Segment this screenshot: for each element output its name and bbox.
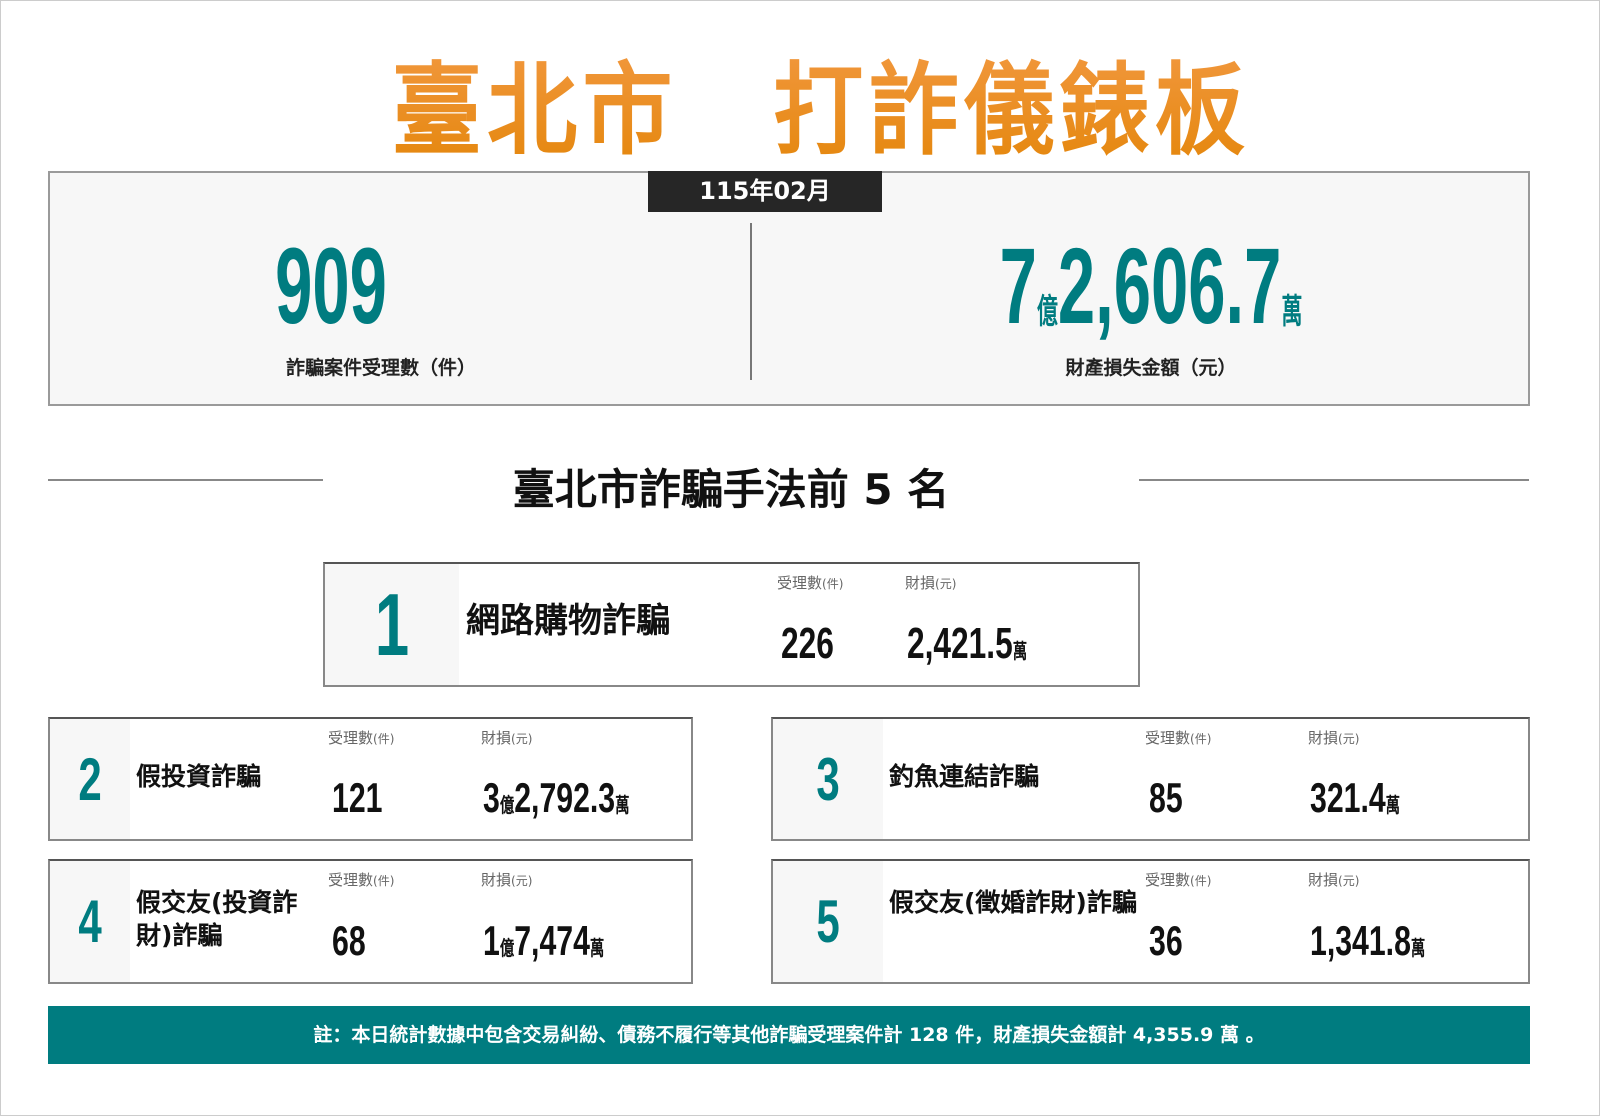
cases-header: 受理數(件) [328, 727, 394, 748]
loss-yi-unit: 億 [499, 795, 515, 817]
loss-yi: 3 [483, 774, 500, 821]
rank-cell: 2 [50, 719, 130, 839]
fraud-type-name: 假交友(徵婚詐財)詐騙 [889, 888, 1137, 917]
loss-wan-unit: 萬 [1281, 293, 1303, 331]
loss-yi-unit: 億 [1036, 293, 1058, 331]
cases-value: 36 [1149, 917, 1183, 964]
loss-header-text: 財損 [1308, 729, 1339, 747]
loss-header-text: 財損 [481, 871, 512, 889]
cases-value: 85 [1149, 774, 1183, 821]
divider [750, 223, 752, 380]
fraud-type-name: 釣魚連結詐騙 [889, 762, 1040, 791]
cases-header: 受理數(件) [1145, 869, 1211, 890]
total-loss-value: 7億2,606.7萬 [934, 223, 1368, 348]
page-title: 臺北市 打詐儀錶板 [83, 29, 1559, 174]
rank-cell: 5 [773, 861, 883, 982]
total-loss-label: 財產損失金額（元） [1065, 357, 1237, 379]
cases-header: 受理數(件) [328, 869, 394, 890]
period-badge: 115年02月 [648, 171, 882, 212]
cases-header-unit: (件) [373, 874, 395, 888]
loss-wan-unit: 萬 [615, 795, 630, 817]
rank-cell: 1 [325, 564, 459, 685]
loss-value: 321.4萬 [1310, 774, 1400, 822]
loss-wan: 1,341.8 [1310, 917, 1411, 964]
cases-value: 226 [781, 619, 834, 668]
loss-header-text: 財損 [1308, 871, 1339, 889]
loss-header: 財損(元) [481, 869, 532, 890]
loss-value: 3億2,792.3萬 [483, 774, 630, 822]
loss-wan: 7,474 [514, 917, 590, 964]
total-cases-value: 909 [275, 225, 387, 346]
loss-value: 2,421.5萬 [907, 619, 1027, 669]
loss-header-unit: (元) [511, 874, 533, 888]
rank-cell: 3 [773, 719, 883, 839]
section-title: 臺北市詐騙手法前 5 名 [512, 465, 950, 514]
fraud-type-name: 假交友(投資詐財)詐騙 [136, 888, 298, 950]
loss-header-text: 財損 [481, 729, 512, 747]
cases-header-text: 受理數 [328, 729, 374, 747]
loss-header: 財損(元) [905, 572, 956, 593]
loss-wan: 2,421.5 [907, 619, 1013, 668]
fraud-type-name: 假投資詐騙 [136, 762, 262, 791]
cases-header: 受理數(件) [777, 572, 843, 593]
loss-header-unit: (元) [1338, 874, 1360, 888]
rank-number: 3 [816, 745, 840, 813]
cases-header-unit: (件) [373, 732, 395, 746]
loss-wan: 2,792.3 [514, 774, 616, 821]
loss-header-unit: (元) [1338, 732, 1360, 746]
loss-value: 1億7,474萬 [483, 917, 604, 965]
cases-header-text: 受理數 [328, 871, 374, 889]
cases-header-unit: (件) [1190, 874, 1212, 888]
cases-header-text: 受理數 [777, 574, 823, 592]
section-line-left [48, 479, 323, 481]
cases-header-text: 受理數 [1145, 729, 1191, 747]
loss-wan: 321.4 [1310, 774, 1386, 821]
rank-card-3: 3 釣魚連結詐騙 受理數(件) 財損(元) 85 321.4萬 [771, 717, 1530, 841]
loss-yi: 1 [483, 917, 500, 964]
rank-card-2: 2 假投資詐騙 受理數(件) 財損(元) 121 3億2,792.3萬 [48, 717, 693, 841]
loss-yi: 7 [999, 225, 1037, 346]
footer-note: 註：本日統計數據中包含交易糾紛、債務不履行等其他詐騙受理案件計 128 件，財產… [48, 1006, 1530, 1064]
rank-number: 4 [78, 888, 102, 955]
loss-wan-unit: 萬 [1012, 641, 1028, 663]
loss-value: 1,341.8萬 [1310, 917, 1425, 965]
section-line-right [1139, 479, 1529, 481]
loss-header-text: 財損 [905, 574, 936, 592]
rank-number: 1 [374, 574, 410, 674]
cases-value: 68 [332, 917, 366, 964]
loss-header: 財損(元) [1308, 869, 1359, 890]
rank-card-5: 5 假交友(徵婚詐財)詐騙 受理數(件) 財損(元) 36 1,341.8萬 [771, 859, 1530, 984]
cases-value: 121 [332, 774, 383, 821]
loss-wan: 2,606.7 [1057, 225, 1282, 346]
fraud-type-name: 網路購物詐騙 [466, 601, 670, 641]
loss-header-unit: (元) [935, 577, 957, 591]
loss-wan-unit: 萬 [1385, 795, 1401, 817]
loss-header: 財損(元) [481, 727, 532, 748]
cases-header-unit: (件) [1190, 732, 1212, 746]
rank-number: 5 [816, 888, 840, 955]
cases-header-unit: (件) [822, 577, 844, 591]
rank-number: 2 [78, 745, 102, 813]
rank-card-1: 1 網路購物詐騙 受理數(件) 財損(元) 226 2,421.5萬 [323, 562, 1140, 687]
loss-header: 財損(元) [1308, 727, 1359, 748]
cases-header: 受理數(件) [1145, 727, 1211, 748]
loss-yi-unit: 億 [499, 938, 515, 960]
total-cases-label: 詐騙案件受理數（件） [285, 357, 476, 379]
loss-wan-unit: 萬 [1410, 938, 1426, 960]
loss-header-unit: (元) [511, 732, 533, 746]
rank-card-4: 4 假交友(投資詐財)詐騙 受理數(件) 財損(元) 68 1億7,474萬 [48, 859, 693, 984]
rank-cell: 4 [50, 861, 130, 982]
loss-wan-unit: 萬 [589, 938, 605, 960]
cases-header-text: 受理數 [1145, 871, 1191, 889]
